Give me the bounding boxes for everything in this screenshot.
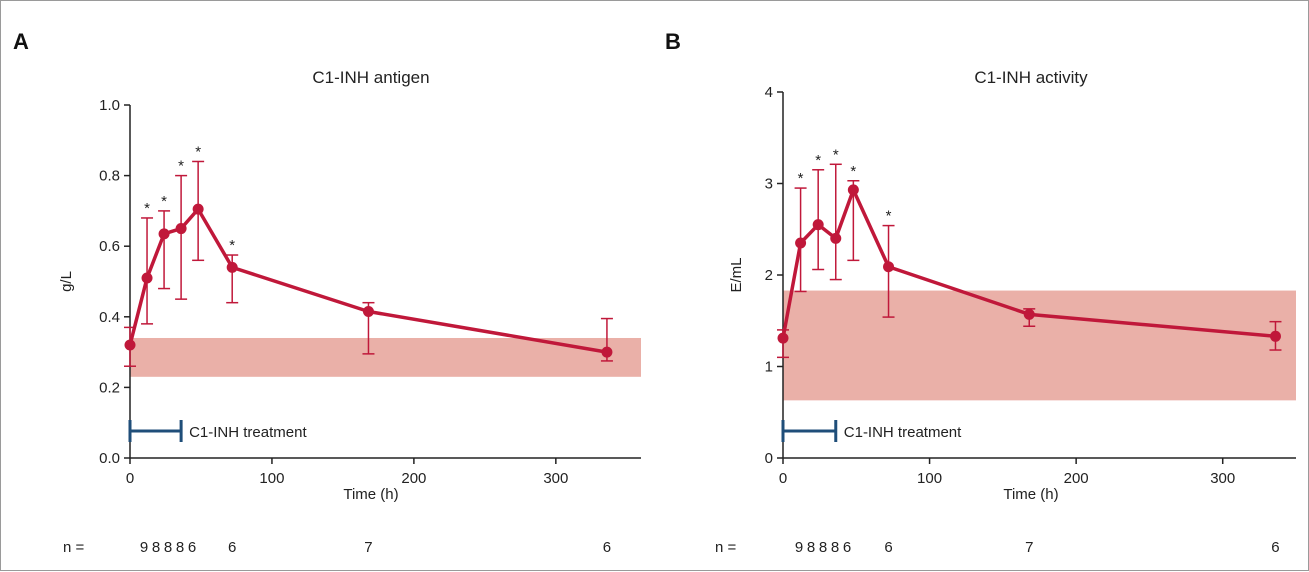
data-point: [175, 223, 187, 235]
significance-star: *: [815, 152, 821, 169]
data-point: [812, 219, 824, 231]
n-value: 8: [152, 539, 160, 556]
y-axis-label: g/L: [58, 271, 75, 292]
n-prefix: n =: [63, 539, 85, 556]
x-tick-label: 100: [259, 470, 284, 487]
data-point: [362, 306, 374, 318]
data-point: [601, 346, 613, 358]
data-point: [158, 228, 170, 240]
y-tick-label: 0.8: [99, 168, 120, 185]
data-point: [795, 237, 807, 249]
x-tick-label: 300: [1210, 470, 1235, 487]
y-tick-label: 1.0: [99, 97, 120, 114]
data-point: [141, 272, 153, 284]
n-value: 6: [603, 539, 611, 556]
y-tick-label: 0.2: [99, 379, 120, 396]
n-value: 6: [228, 539, 236, 556]
x-tick-label: 0: [779, 470, 787, 487]
chart-title: C1-INH activity: [974, 68, 1088, 87]
treatment-label: C1-INH treatment: [189, 424, 307, 441]
n-value: 6: [1271, 539, 1279, 556]
n-value: 9: [140, 539, 148, 556]
data-point: [1023, 308, 1035, 320]
panel-letter: B: [665, 29, 681, 54]
y-tick-label: 0.6: [99, 238, 120, 255]
x-tick-label: 100: [917, 470, 942, 487]
treatment-label: C1-INH treatment: [844, 424, 962, 441]
y-tick-label: 1: [765, 359, 773, 376]
n-prefix: n =: [715, 539, 737, 556]
y-tick-label: 0.4: [99, 309, 120, 326]
x-tick-label: 200: [1064, 470, 1089, 487]
y-tick-label: 3: [765, 176, 773, 193]
x-tick-label: 0: [126, 470, 134, 487]
significance-star: *: [886, 208, 892, 225]
data-point: [124, 339, 136, 351]
y-tick-label: 0: [765, 450, 773, 467]
y-tick-label: 0.0: [99, 450, 120, 467]
x-tick-label: 200: [401, 470, 426, 487]
n-value: 6: [884, 539, 892, 556]
y-tick-label: 2: [765, 267, 773, 284]
x-axis-label: Time (h): [343, 486, 398, 503]
reference-range-band: [783, 290, 1296, 401]
n-value: 7: [364, 539, 372, 556]
n-value: 8: [176, 539, 184, 556]
data-point: [830, 232, 842, 244]
x-tick-label: 300: [543, 470, 568, 487]
y-axis-label: E/mL: [728, 257, 745, 292]
n-value: 8: [831, 539, 839, 556]
significance-star: *: [833, 146, 839, 163]
data-point: [192, 203, 204, 215]
n-value: 9: [795, 539, 803, 556]
significance-star: *: [178, 158, 184, 175]
data-point: [777, 332, 789, 344]
n-value: 8: [819, 539, 827, 556]
significance-star: *: [144, 200, 150, 217]
n-value: 6: [188, 539, 196, 556]
panel-a: A C1-INH antigen 0.0 0.2 0.4 0.6 0.8 1.0 0 100 200…: [13, 29, 641, 556]
n-value: 7: [1025, 539, 1033, 556]
significance-star: *: [850, 163, 856, 180]
series-line: [128, 207, 608, 354]
n-value: 8: [164, 539, 172, 556]
panel-letter: A: [13, 29, 29, 54]
significance-star: *: [798, 170, 804, 187]
y-tick-label: 4: [765, 84, 773, 101]
n-value: 8: [807, 539, 815, 556]
significance-star: *: [195, 143, 201, 160]
chart-title: C1-INH antigen: [312, 68, 429, 87]
n-value: 6: [843, 539, 851, 556]
data-point: [847, 184, 859, 196]
significance-star: *: [229, 237, 235, 254]
panel-b: B C1-INH activity 0 1 2 3 4 0 100 200 300 Time (h) E…: [665, 29, 1296, 556]
significance-star: *: [161, 193, 167, 210]
data-point: [226, 261, 238, 273]
data-point: [883, 261, 895, 273]
data-point: [1269, 330, 1281, 342]
x-axis-label: Time (h): [1003, 486, 1058, 503]
